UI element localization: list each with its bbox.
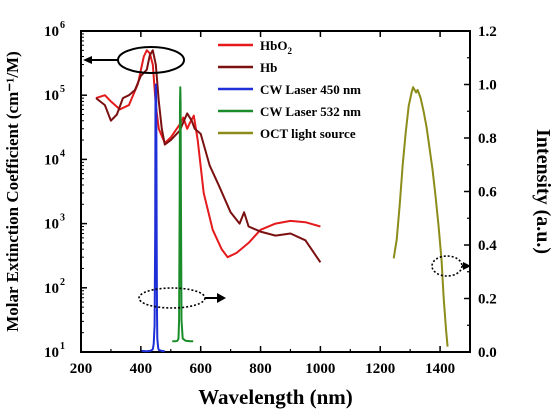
series-line-oct-light-source	[392, 86, 449, 347]
laser-axis-marker-ellipse	[138, 287, 206, 309]
y-left-tick-exponent: 3	[60, 213, 65, 224]
y-left-tick-exponent: 5	[60, 84, 65, 95]
y-left-tick-label: 10	[44, 345, 59, 361]
x-tick-label: 1000	[305, 361, 335, 377]
legend-label-oct-light-source: OCT light source	[260, 126, 356, 141]
x-axis-title: Wavelength (nm)	[198, 385, 353, 409]
y-left-tick-label: 10	[44, 217, 59, 233]
y-right-tick-label: 0.8	[478, 131, 497, 147]
series-line-hb	[95, 49, 322, 263]
y-left-tick-exponent: 2	[60, 277, 65, 288]
legend-label-subscript: 2	[287, 46, 292, 56]
series-line-cw-laser-450-nm	[140, 83, 165, 353]
laser-axis-arrow-head	[217, 293, 226, 303]
y-right-tick-label: 1.0	[478, 78, 497, 94]
x-tick-label: 400	[130, 361, 153, 377]
x-tick-label: 1200	[365, 361, 395, 377]
legend: HbO2 Hb CW Laser 450 nm CW Laser 532 nm OCT …	[218, 38, 361, 141]
y-left-tick-label: 10	[44, 152, 59, 168]
series-line-cw-laser-532-nm	[172, 86, 194, 343]
series-layer	[95, 49, 449, 353]
y-left-tick-exponent: 1	[60, 341, 65, 352]
legend-label-cw-laser-450-nm: CW Laser 450 nm	[260, 82, 361, 97]
annotation-layer	[83, 46, 471, 309]
legend-label-hb: Hb	[260, 60, 277, 75]
x-tick-label: 1400	[425, 361, 455, 377]
legend-label-cw-laser-532-nm: CW Laser 532 nm	[260, 104, 361, 119]
y-left-tick-label: 10	[44, 24, 59, 40]
y-right-tick-label: 0.6	[478, 185, 497, 201]
x-tick-label: 600	[189, 361, 212, 377]
legend-label-hbo2: HbO2	[260, 38, 292, 56]
y-right-tick-label: 0.0	[478, 345, 497, 361]
x-tick-label: 200	[70, 361, 93, 377]
oct-axis-arrow-head	[463, 262, 471, 270]
y-right-tick-label: 0.4	[478, 238, 497, 254]
y-left-tick-exponent: 6	[60, 20, 65, 31]
y-right-tick-label: 0.2	[478, 292, 497, 308]
oct-axis-marker-ellipse	[431, 255, 463, 277]
y-left-tick-exponent: 4	[60, 148, 65, 159]
y-left-axis-title: Molar Extinction Coefficient (cm⁻¹/M)	[3, 51, 22, 331]
y-right-axis-title: Intensity (a.u.)	[532, 129, 553, 254]
y-left-tick-label: 10	[44, 281, 59, 297]
y-left-tick-label: 10	[44, 88, 59, 104]
y-right-tick-label: 1.2	[478, 24, 497, 40]
x-tick-label: 800	[249, 361, 272, 377]
left-axis-arrow-head	[83, 56, 92, 64]
